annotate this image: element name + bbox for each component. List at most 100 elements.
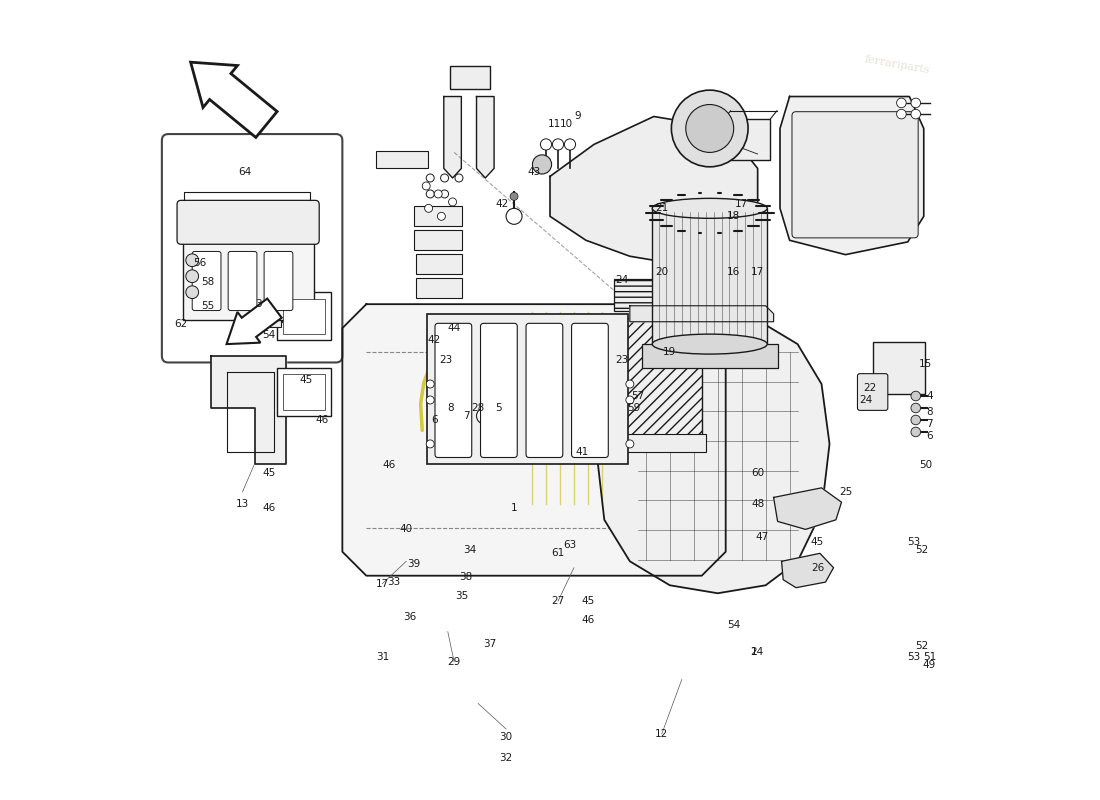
Circle shape	[186, 270, 199, 282]
Circle shape	[510, 192, 518, 200]
FancyBboxPatch shape	[277, 368, 331, 416]
Text: 45: 45	[300, 375, 313, 385]
Text: 8: 8	[447, 403, 453, 413]
Circle shape	[455, 174, 463, 182]
Polygon shape	[780, 97, 924, 254]
FancyBboxPatch shape	[251, 299, 283, 322]
Polygon shape	[443, 97, 461, 178]
Ellipse shape	[652, 334, 767, 354]
FancyBboxPatch shape	[641, 344, 778, 368]
Text: 26: 26	[811, 562, 824, 573]
FancyBboxPatch shape	[415, 206, 462, 226]
Circle shape	[626, 380, 634, 388]
Circle shape	[671, 90, 748, 167]
Text: 46: 46	[382, 461, 395, 470]
Text: 3: 3	[255, 299, 262, 309]
Text: 46: 46	[582, 614, 595, 625]
Circle shape	[186, 254, 199, 266]
Text: 43: 43	[527, 167, 541, 178]
Circle shape	[911, 403, 921, 413]
Text: 57: 57	[631, 391, 645, 401]
Circle shape	[911, 415, 921, 425]
Polygon shape	[782, 554, 834, 588]
Circle shape	[552, 139, 563, 150]
Text: 1: 1	[510, 503, 517, 513]
FancyBboxPatch shape	[858, 374, 888, 410]
Text: 47: 47	[755, 532, 768, 542]
Text: 52: 52	[915, 545, 928, 555]
Text: 22: 22	[862, 383, 876, 393]
Circle shape	[532, 155, 551, 174]
Text: 24: 24	[615, 275, 628, 286]
FancyBboxPatch shape	[284, 298, 324, 334]
FancyBboxPatch shape	[284, 374, 324, 410]
Text: 14: 14	[751, 646, 764, 657]
Text: 45: 45	[811, 537, 824, 547]
Text: ferrariparts: ferrariparts	[864, 54, 931, 75]
Circle shape	[441, 190, 449, 198]
FancyBboxPatch shape	[481, 323, 517, 458]
Circle shape	[434, 190, 442, 198]
Circle shape	[426, 380, 434, 388]
Circle shape	[506, 208, 522, 224]
Polygon shape	[210, 356, 286, 464]
Text: 18: 18	[727, 211, 740, 222]
Polygon shape	[342, 304, 726, 576]
Text: 17: 17	[735, 199, 748, 210]
Text: 46: 46	[316, 415, 329, 425]
Text: 51: 51	[923, 652, 936, 662]
Circle shape	[422, 182, 430, 190]
Text: 9: 9	[574, 111, 581, 122]
FancyBboxPatch shape	[526, 323, 563, 458]
Text: 39: 39	[408, 558, 421, 569]
Text: 12: 12	[656, 729, 669, 739]
Text: 33: 33	[387, 577, 400, 587]
FancyBboxPatch shape	[177, 200, 319, 244]
Circle shape	[911, 427, 921, 437]
Text: 56: 56	[194, 258, 207, 268]
Text: 10: 10	[560, 119, 572, 130]
Text: 53: 53	[906, 652, 920, 662]
Circle shape	[426, 190, 434, 198]
Text: 49: 49	[923, 660, 936, 670]
Text: 7: 7	[926, 419, 933, 429]
Text: 11: 11	[548, 119, 561, 130]
Text: 58: 58	[201, 277, 214, 287]
Circle shape	[426, 440, 434, 448]
Text: 60: 60	[751, 469, 764, 478]
Polygon shape	[773, 488, 842, 530]
Text: 6: 6	[926, 431, 933, 441]
Text: 54: 54	[727, 620, 740, 630]
Text: 8: 8	[926, 407, 933, 417]
Circle shape	[911, 98, 921, 108]
Circle shape	[911, 391, 921, 401]
Text: 17: 17	[376, 578, 389, 589]
Text: 5: 5	[495, 403, 502, 413]
FancyArrow shape	[190, 62, 277, 138]
Circle shape	[911, 110, 921, 119]
Text: 16: 16	[727, 267, 740, 278]
Text: 50: 50	[918, 461, 932, 470]
Text: 23: 23	[440, 355, 453, 365]
FancyBboxPatch shape	[415, 230, 462, 250]
Text: 53: 53	[906, 537, 920, 547]
Circle shape	[896, 98, 906, 108]
Circle shape	[564, 139, 575, 150]
Circle shape	[438, 212, 446, 220]
Text: 7: 7	[463, 411, 470, 421]
Circle shape	[441, 174, 449, 182]
Text: 44: 44	[448, 323, 461, 333]
Text: 28: 28	[472, 403, 485, 413]
Text: 17: 17	[751, 267, 764, 278]
FancyBboxPatch shape	[873, 342, 925, 394]
Text: 55: 55	[201, 301, 214, 310]
Text: 6: 6	[431, 415, 438, 425]
Ellipse shape	[652, 198, 767, 218]
Text: 42: 42	[428, 335, 441, 345]
Text: 27: 27	[551, 596, 564, 606]
Polygon shape	[630, 306, 773, 322]
Circle shape	[896, 110, 906, 119]
Polygon shape	[550, 117, 758, 264]
FancyBboxPatch shape	[606, 434, 706, 452]
Text: 45: 45	[262, 469, 275, 478]
